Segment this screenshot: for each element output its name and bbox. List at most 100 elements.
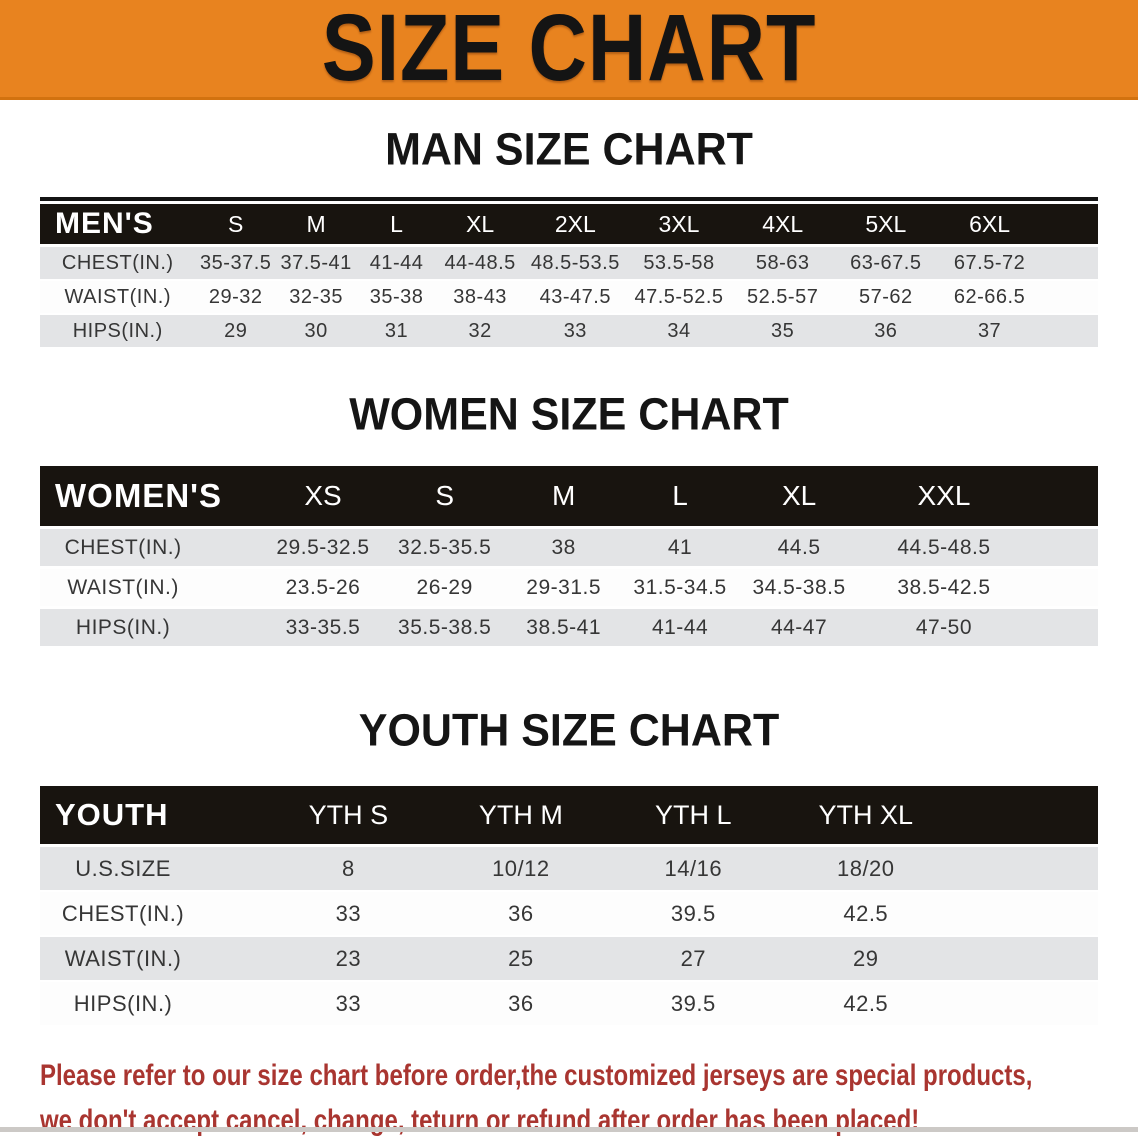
size-value-cell: 41-44	[356, 245, 437, 281]
size-value-cell: 33	[262, 891, 435, 937]
size-value-cell: 37	[937, 314, 1098, 349]
size-value-cell: 47-50	[859, 607, 1098, 649]
size-value-cell: 34	[627, 314, 731, 349]
size-column-header: L	[621, 466, 739, 529]
size-value-cell: 33-35.5	[262, 607, 384, 649]
size-column-header: XL	[738, 466, 860, 529]
row-label: U.S.SIZE	[40, 845, 263, 892]
size-value-cell: 38-43	[436, 280, 524, 315]
size-value-cell: 57-62	[834, 280, 938, 315]
size-value-cell: 42.5	[779, 891, 952, 937]
size-column-header: 6XL	[937, 204, 1098, 247]
size-value-cell: 29	[195, 314, 276, 349]
empty-cell	[951, 891, 1098, 937]
youth-size-table-wrap: YOUTH YTH S YTH M YTH L YTH XL U.S.SIZE 8 10/12…	[40, 786, 1098, 1027]
row-label: HIPS(IN.)	[40, 607, 263, 649]
size-value-cell: 23	[262, 936, 435, 982]
size-value-cell: 31	[356, 314, 437, 349]
size-value-cell: 35.5-38.5	[383, 607, 506, 649]
size-value-cell: 52.5-57	[730, 280, 835, 315]
table-header-label: WOMEN'S	[40, 466, 263, 529]
size-value-cell: 8	[262, 845, 435, 892]
table-row: CHEST(IN.) 29.5-32.5 32.5-35.5 38 41 44.5 44.5…	[40, 527, 1098, 569]
size-value-cell: 44-47	[738, 607, 860, 649]
row-label: HIPS(IN.)	[40, 981, 263, 1027]
table-row: HIPS(IN.) 29 30 31 32 33 34 35 36 37	[40, 314, 1098, 349]
size-column-header: XS	[262, 466, 384, 529]
size-value-cell: 27	[607, 936, 780, 982]
table-row: CHEST(IN.) 33 36 39.5 42.5	[40, 891, 1098, 937]
size-value-cell: 41	[621, 527, 739, 569]
size-column-header: YTH L	[607, 786, 780, 847]
size-value-cell: 63-67.5	[834, 245, 938, 281]
size-value-cell: 32	[436, 314, 524, 349]
size-value-cell: 10/12	[434, 845, 608, 892]
size-column-header: YTH M	[434, 786, 608, 847]
size-value-cell: 42.5	[779, 981, 952, 1027]
size-value-cell: 29.5-32.5	[262, 527, 384, 569]
size-value-cell: 33	[262, 981, 435, 1027]
size-column-header: YTH S	[262, 786, 435, 847]
row-label: WAIST(IN.)	[40, 280, 196, 315]
row-label: HIPS(IN.)	[40, 314, 196, 349]
size-value-cell: 32-35	[275, 280, 357, 315]
size-value-cell: 44.5	[738, 527, 860, 569]
size-value-cell: 35-38	[356, 280, 437, 315]
size-value-cell: 58-63	[730, 245, 835, 281]
men-size-table-wrap: MEN'S S M L XL 2XL 3XL 4XL 5XL 6XL CHEST(IN.) 35-37…	[40, 197, 1098, 349]
size-value-cell: 26-29	[383, 567, 506, 609]
empty-cell	[951, 981, 1098, 1027]
table-top-rule	[40, 197, 1098, 201]
empty-header-cell	[951, 786, 1098, 847]
size-value-cell: 34.5-38.5	[738, 567, 860, 609]
size-value-cell: 35	[730, 314, 835, 349]
size-column-header: 3XL	[627, 204, 731, 247]
size-value-cell: 38	[505, 527, 622, 569]
size-table-header-row: WOMEN'S XS S M L XL XXL	[40, 466, 1098, 529]
men-size-table: MEN'S S M L XL 2XL 3XL 4XL 5XL 6XL CHEST(IN.) 35-37…	[40, 204, 1098, 349]
section-title-man: MAN SIZE CHART	[385, 124, 753, 176]
size-value-cell: 31.5-34.5	[621, 567, 739, 609]
size-table-header-row: MEN'S S M L XL 2XL 3XL 4XL 5XL 6XL	[40, 204, 1098, 247]
size-value-cell: 43-47.5	[523, 280, 628, 315]
row-label: WAIST(IN.)	[40, 567, 263, 609]
section-man: MAN SIZE CHART MEN'S S M L XL 2XL 3XL 4XL 5XL 6XL…	[0, 124, 1138, 349]
disclaimer-line: we don't accept cancel, change, teturn o…	[40, 1104, 920, 1137]
size-value-cell: 29	[779, 936, 952, 982]
row-label: CHEST(IN.)	[40, 891, 263, 937]
size-value-cell: 41-44	[621, 607, 739, 649]
row-label: WAIST(IN.)	[40, 936, 263, 982]
section-title-women: WOMEN SIZE CHART	[349, 389, 789, 441]
section-women: WOMEN SIZE CHART WOMEN'S XS S M L XL XXL CHEST(…	[0, 389, 1138, 649]
size-value-cell: 29-32	[195, 280, 276, 315]
size-column-header: M	[275, 204, 357, 247]
size-value-cell: 44.5-48.5	[859, 527, 1098, 569]
table-row: WAIST(IN.) 23.5-26 26-29 29-31.5 31.5-34.5 34…	[40, 567, 1098, 609]
size-value-cell: 38.5-42.5	[859, 567, 1098, 609]
size-value-cell: 36	[434, 891, 608, 937]
size-column-header: S	[195, 204, 276, 247]
size-column-header: 5XL	[834, 204, 938, 247]
size-value-cell: 39.5	[607, 891, 780, 937]
size-value-cell: 35-37.5	[195, 245, 276, 281]
size-value-cell: 53.5-58	[627, 245, 731, 281]
disclaimer-line: Please refer to our size chart before or…	[40, 1059, 1033, 1092]
size-value-cell: 62-66.5	[937, 280, 1098, 315]
size-column-header: L	[356, 204, 437, 247]
size-value-cell: 44-48.5	[436, 245, 524, 281]
table-row: U.S.SIZE 8 10/12 14/16 18/20	[40, 845, 1098, 892]
banner-title: SIZE CHART	[321, 0, 817, 101]
row-label: CHEST(IN.)	[40, 527, 263, 569]
table-row: CHEST(IN.) 35-37.5 37.5-41 41-44 44-48.5 48.5…	[40, 245, 1098, 281]
table-header-label: YOUTH	[40, 786, 263, 847]
size-value-cell: 48.5-53.5	[523, 245, 628, 281]
size-value-cell: 25	[434, 936, 608, 982]
empty-cell	[951, 936, 1098, 982]
size-chart-banner: SIZE CHART	[0, 0, 1138, 100]
size-value-cell: 36	[434, 981, 608, 1027]
youth-size-table: YOUTH YTH S YTH M YTH L YTH XL U.S.SIZE 8 10/12…	[40, 786, 1098, 1027]
women-size-table-wrap: WOMEN'S XS S M L XL XXL CHEST(IN.) 29.5-32.5 32.5…	[40, 466, 1098, 649]
size-value-cell: 33	[523, 314, 628, 349]
size-value-cell: 37.5-41	[275, 245, 357, 281]
